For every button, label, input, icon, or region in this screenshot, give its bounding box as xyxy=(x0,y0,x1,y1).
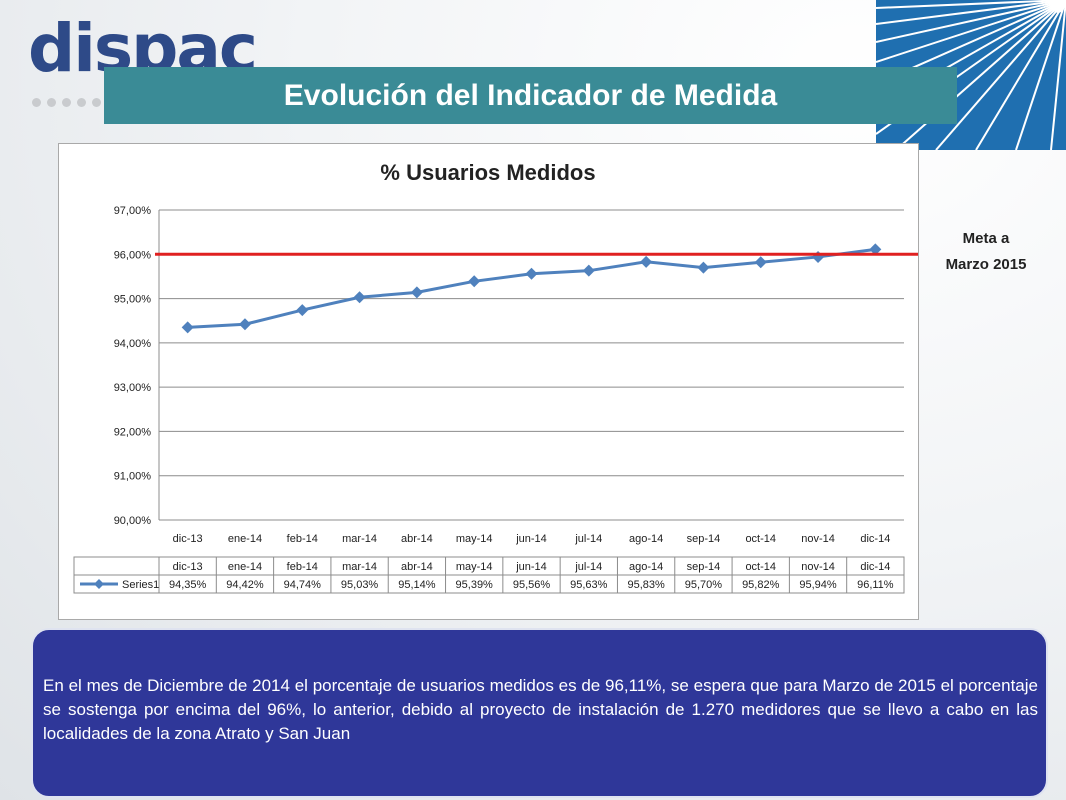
data-table-header-cell: sep-14 xyxy=(687,561,721,573)
y-tick-label: 97,00% xyxy=(114,205,152,217)
data-table-value-cell: 95,03% xyxy=(341,579,379,591)
data-table-value-cell: 95,39% xyxy=(456,579,494,591)
data-point-marker xyxy=(238,318,251,331)
x-tick-label: abr-14 xyxy=(401,533,433,545)
data-point-marker xyxy=(582,264,595,277)
target-label-line1: Meta a xyxy=(962,230,1010,247)
x-tick-label: oct-14 xyxy=(745,533,776,545)
series-line xyxy=(187,247,876,329)
data-point-marker xyxy=(468,275,481,288)
slide-title: Evolución del Indicador de Medida xyxy=(104,67,957,124)
data-point-marker xyxy=(410,286,423,299)
x-tick-label: jun-14 xyxy=(515,533,547,545)
data-point-marker xyxy=(181,321,194,334)
data-point-marker xyxy=(812,250,825,263)
data-table-header-cell: dic-14 xyxy=(860,561,890,573)
logo-dots xyxy=(32,94,107,112)
target-label: Meta a Marzo 2015 xyxy=(924,226,1048,278)
x-tick-label: sep-14 xyxy=(687,533,721,545)
data-table-value-cell: 94,35% xyxy=(169,579,207,591)
x-tick-label: dic-14 xyxy=(860,533,890,545)
data-table-header-cell: oct-14 xyxy=(745,561,776,573)
legend-label: Series1 xyxy=(122,579,159,591)
data-table-header-cell: feb-14 xyxy=(287,561,318,573)
data-table-value-cell: 95,70% xyxy=(685,579,723,591)
legend-marker xyxy=(94,579,104,589)
data-table-header-cell: nov-14 xyxy=(801,561,835,573)
data-point-marker xyxy=(754,256,767,269)
data-table-header-cell: dic-13 xyxy=(173,561,203,573)
data-point-marker xyxy=(697,261,710,274)
data-table-value-cell: 94,74% xyxy=(284,579,322,591)
chart-title: % Usuarios Medidos xyxy=(380,160,595,185)
data-table-header-cell: ago-14 xyxy=(629,561,663,573)
y-tick-label: 92,00% xyxy=(114,426,152,438)
summary-text: En el mes de Diciembre de 2014 el porcen… xyxy=(43,676,1038,743)
data-table-value-cell: 94,42% xyxy=(226,579,264,591)
data-point-marker xyxy=(353,291,366,304)
data-table-value-cell: 95,56% xyxy=(513,579,551,591)
data-table-header-cell: abr-14 xyxy=(401,561,433,573)
data-table-value-cell: 95,83% xyxy=(627,579,665,591)
x-tick-label: jul-14 xyxy=(574,533,602,545)
data-table-header-cell: jul-14 xyxy=(574,561,602,573)
chart-container: % Usuarios Medidos 90,00% 91,00% 92,00% 93,0… xyxy=(58,143,919,620)
x-tick-label: ago-14 xyxy=(629,533,663,545)
data-table-value-cell: 95,63% xyxy=(570,579,608,591)
target-label-line2: Marzo 2015 xyxy=(945,256,1027,273)
data-table-header-cell: ene-14 xyxy=(228,561,262,573)
y-tick-label: 91,00% xyxy=(114,471,152,483)
data-point-marker xyxy=(640,255,653,268)
x-tick-label: ene-14 xyxy=(228,533,262,545)
data-point-marker xyxy=(525,267,538,280)
x-tick-label: feb-14 xyxy=(287,533,318,545)
data-point-marker xyxy=(869,243,882,256)
line-chart: % Usuarios Medidos 90,00% 91,00% 92,00% 93,0… xyxy=(73,160,918,594)
y-tick-label: 96,00% xyxy=(114,249,152,261)
data-table-value-cell: 95,94% xyxy=(799,579,837,591)
data-table-value-cell: 96,11% xyxy=(857,579,894,591)
x-tick-label: may-14 xyxy=(456,533,493,545)
data-table-value-cell: 95,82% xyxy=(742,579,780,591)
y-tick-label: 90,00% xyxy=(114,515,152,527)
data-table-header-cell: jun-14 xyxy=(515,561,547,573)
data-table-header-cell: may-14 xyxy=(456,561,493,573)
y-tick-label: 94,00% xyxy=(114,338,152,350)
data-table-value-cell: 95,14% xyxy=(398,579,436,591)
y-tick-label: 95,00% xyxy=(114,294,152,306)
x-tick-label: mar-14 xyxy=(342,533,377,545)
data-point-marker xyxy=(296,304,309,317)
x-tick-label: dic-13 xyxy=(173,533,203,545)
y-tick-label: 93,00% xyxy=(114,382,152,394)
data-table-header-cell: mar-14 xyxy=(342,561,377,573)
x-tick-label: nov-14 xyxy=(801,533,835,545)
summary-box: En el mes de Diciembre de 2014 el porcen… xyxy=(31,628,1048,798)
